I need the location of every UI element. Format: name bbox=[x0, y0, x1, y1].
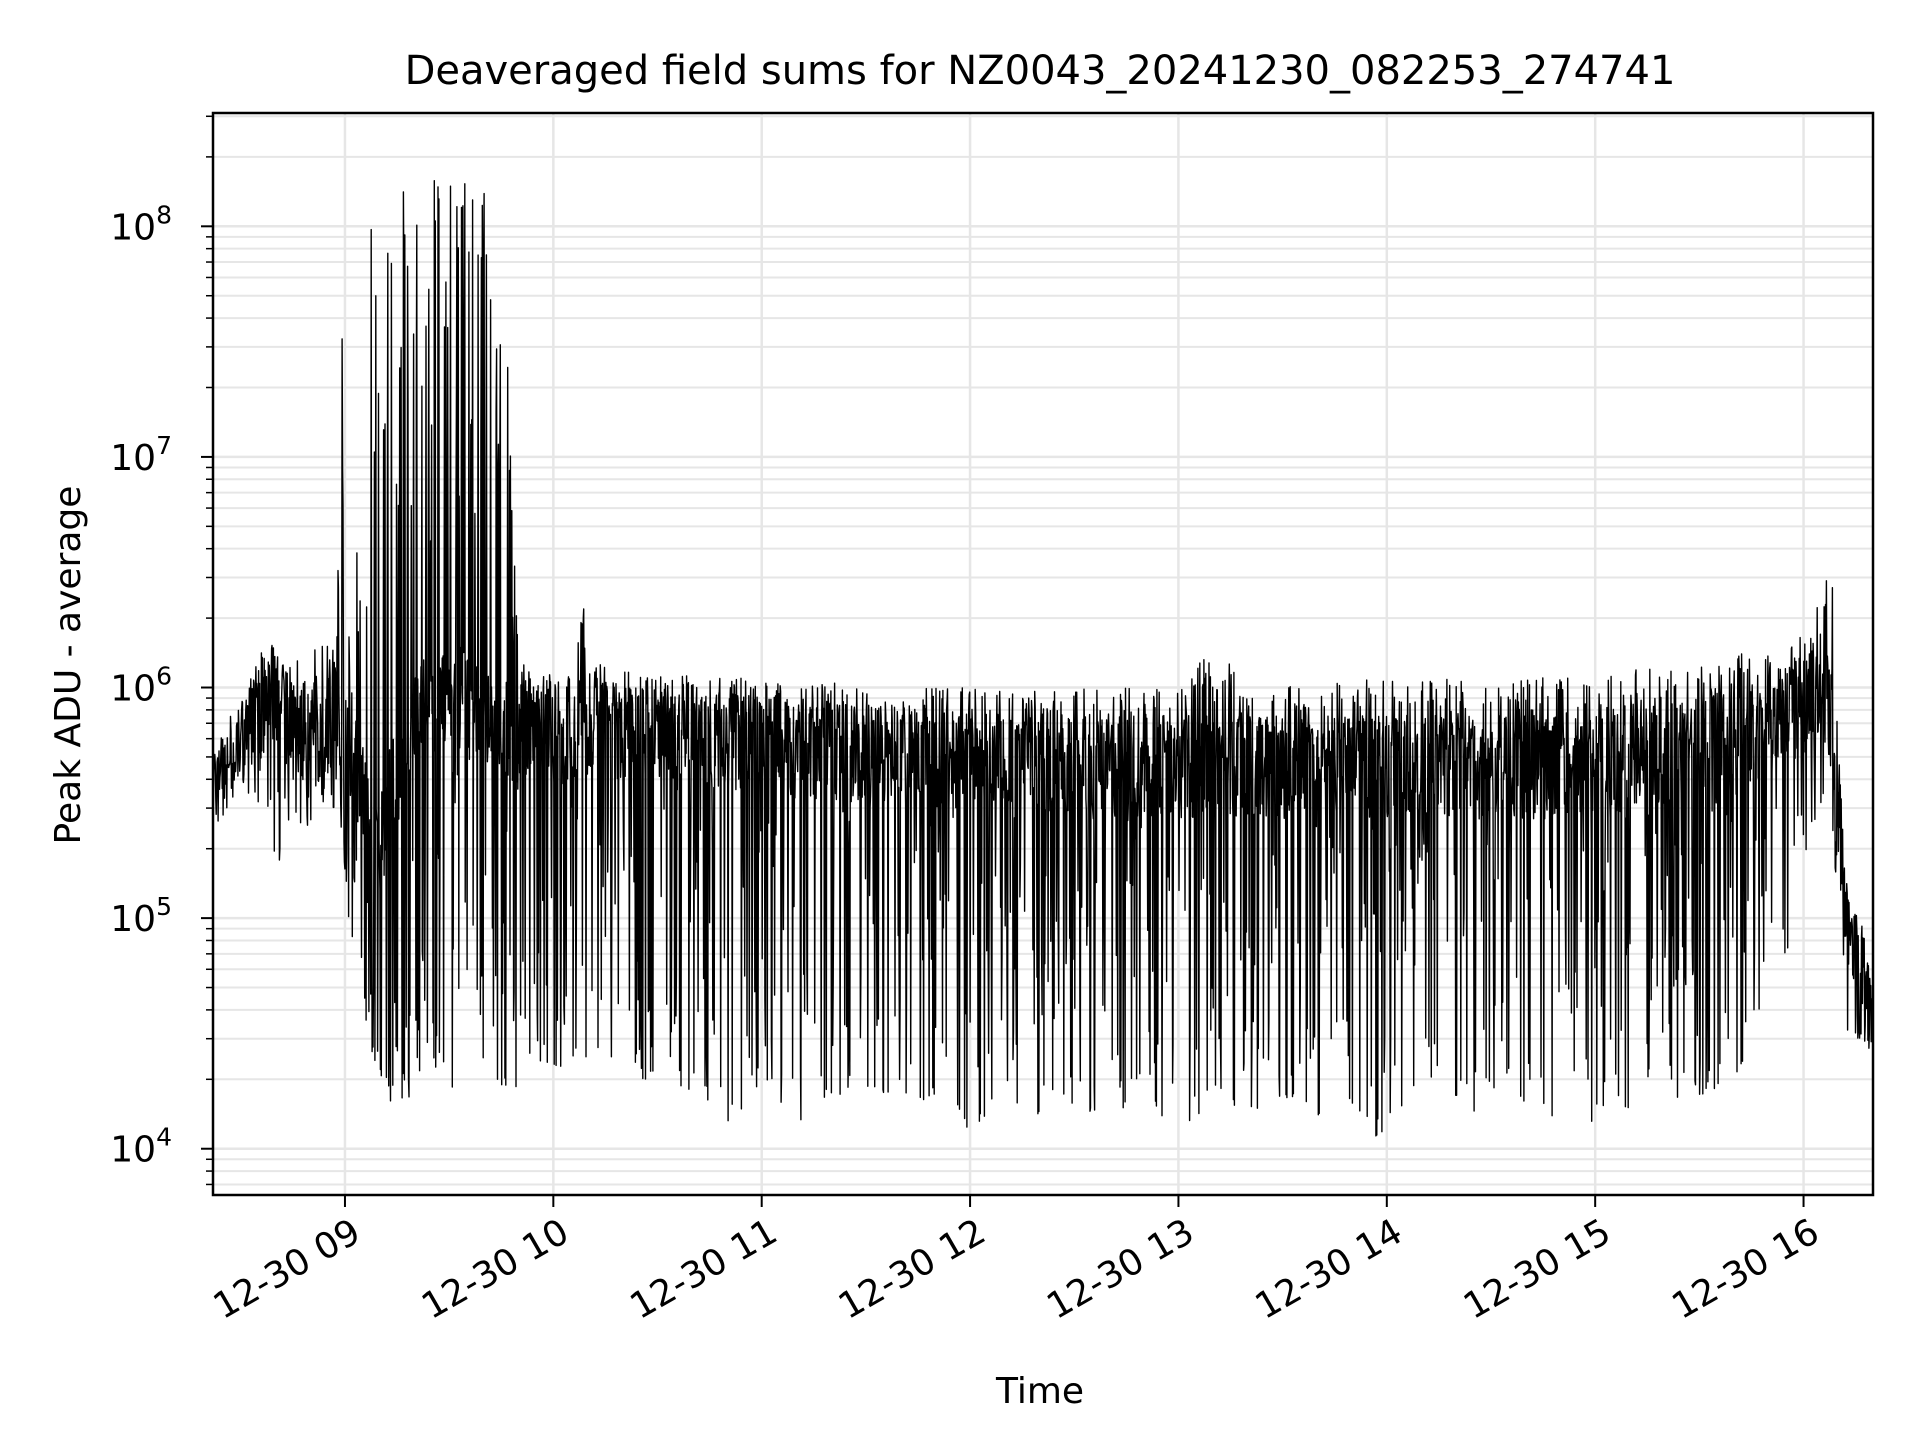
y-tick-label: 105 bbox=[110, 892, 172, 940]
y-tick-label: 108 bbox=[110, 200, 172, 248]
y-tick-label-base: 10 bbox=[110, 438, 156, 479]
y-tick-label: 104 bbox=[110, 1123, 172, 1171]
y-tick-label: 107 bbox=[110, 431, 172, 479]
y-tick-label: 106 bbox=[110, 662, 172, 710]
y-tick-label-exponent: 7 bbox=[156, 431, 172, 460]
y-tick-label-base: 10 bbox=[110, 1130, 156, 1171]
y-tick-label-base: 10 bbox=[110, 669, 156, 710]
y-tick-label-base: 10 bbox=[110, 207, 156, 248]
plot-frame bbox=[211, 111, 1875, 1197]
series-line bbox=[213, 180, 1873, 1137]
y-axis-label: Peak ADU - average bbox=[48, 486, 89, 845]
y-tick-label-exponent: 6 bbox=[156, 662, 172, 691]
y-tick-label-base: 10 bbox=[110, 899, 156, 940]
y-tick-label-exponent: 4 bbox=[156, 1123, 172, 1152]
y-tick-label-exponent: 8 bbox=[156, 200, 172, 229]
y-tick-label-exponent: 5 bbox=[156, 892, 172, 921]
x-axis-label: Time bbox=[995, 1371, 1084, 1412]
data-line-layer bbox=[213, 180, 1873, 1137]
chart-title: Deaveraged field sums for NZ0043_2024123… bbox=[405, 48, 1676, 94]
